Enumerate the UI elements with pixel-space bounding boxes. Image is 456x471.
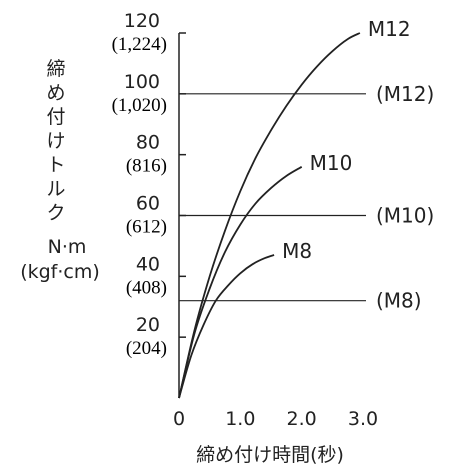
y-tick-label: 20 xyxy=(136,314,160,336)
reference-line-label: (M8) xyxy=(376,289,422,313)
series-label-m12: M12 xyxy=(368,17,411,41)
reference-line-label: (M12) xyxy=(376,82,434,106)
y-tick-sublabel: (204) xyxy=(126,338,167,359)
y-tick-sublabel: (816) xyxy=(126,156,167,177)
series-label-m10: M10 xyxy=(310,151,353,175)
y-tick-sublabel: (612) xyxy=(126,217,167,238)
reference-lines: (M12) (M10) (M8) xyxy=(179,82,434,313)
y-tick-sublabel: (1,020) xyxy=(112,95,167,116)
reference-line-label: (M10) xyxy=(376,204,434,228)
y-axis-ticks: 20(204) 40(408) 60(612) 80(816) 100(1,020) 12… xyxy=(112,10,186,359)
y-tick-label: 60 xyxy=(136,193,160,215)
torque-curves: M12 M10 M8 xyxy=(178,17,411,399)
y-tick-sublabel: (408) xyxy=(126,277,167,298)
x-axis-title: 締め付け時間(秒) xyxy=(196,444,344,466)
x-tick-label: 0 xyxy=(173,408,185,430)
x-axis-ticks: 0 1.0 2.0 3.0 xyxy=(173,408,378,430)
series-line-m12 xyxy=(178,32,361,399)
y-axis-title-char: ル xyxy=(46,178,65,200)
y-tick-label: 40 xyxy=(136,253,160,275)
x-tick-label: 3.0 xyxy=(348,408,378,430)
series-label-m8: M8 xyxy=(282,239,312,263)
y-tick-label: 100 xyxy=(124,71,160,93)
y-tick-label: 120 xyxy=(124,10,160,32)
y-axis-title-char: ク xyxy=(46,202,65,224)
y-axis-title-char: 締 xyxy=(46,58,65,80)
series-line-m10 xyxy=(178,166,303,399)
y-axis-unit-alt: (kgf·cm) xyxy=(20,261,100,283)
x-tick-label: 1.0 xyxy=(225,408,255,430)
y-tick-sublabel: (1,224) xyxy=(112,34,167,55)
y-axis-title-char: め xyxy=(46,82,65,104)
y-axis-title-char: ト xyxy=(46,154,65,176)
y-axis-title-char: け xyxy=(46,130,65,152)
x-tick-label: 2.0 xyxy=(287,408,317,430)
series-line-m8 xyxy=(178,254,275,399)
y-tick-label: 80 xyxy=(136,132,160,154)
y-axis-title-char: 付 xyxy=(46,106,65,128)
y-axis-unit: N·m xyxy=(48,236,87,258)
